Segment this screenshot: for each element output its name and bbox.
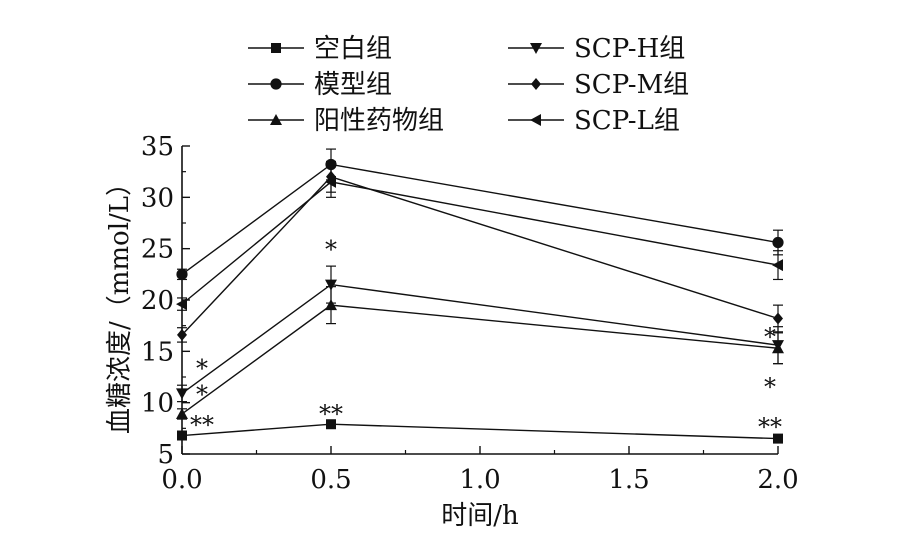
legend-marker xyxy=(531,78,541,90)
legend-marker xyxy=(530,43,542,54)
significance-label: * xyxy=(764,323,776,351)
legend-label: SCP-H组 xyxy=(574,34,685,64)
legend-marker xyxy=(530,114,541,126)
series-5 xyxy=(176,165,783,311)
series-3 xyxy=(176,265,784,403)
y-tick-label: 35 xyxy=(141,132,174,162)
x-tick-label: 0.5 xyxy=(310,465,351,495)
data-point xyxy=(325,279,337,291)
data-point xyxy=(772,259,783,272)
y-axis-label: 血糖浓度/（mmol/L） xyxy=(105,170,135,434)
legend-label: 阳性药物组 xyxy=(314,106,444,136)
data-point xyxy=(176,298,187,311)
series-line xyxy=(181,423,779,440)
legend-item: 空白组 xyxy=(248,34,392,64)
legend-label: 模型组 xyxy=(314,70,392,100)
x-tick-label: 0.0 xyxy=(161,465,202,495)
x-tick-label: 1.5 xyxy=(608,465,649,495)
significance-label: * xyxy=(764,373,776,401)
series-line xyxy=(181,304,779,415)
x-tick-label: 2.0 xyxy=(757,465,798,495)
significance-label: * xyxy=(325,236,337,264)
series-line xyxy=(181,175,779,336)
series-line xyxy=(181,181,779,305)
data-point xyxy=(772,236,784,249)
data-point xyxy=(326,419,336,430)
data-point xyxy=(177,430,187,441)
legend-label: SCP-L组 xyxy=(574,106,680,136)
significance-label: ** xyxy=(758,413,782,441)
significance-label: * xyxy=(196,355,208,383)
y-tick-label: 25 xyxy=(141,235,174,265)
x-axis-label: 时间/h xyxy=(441,501,519,529)
legend-item: SCP-M组 xyxy=(508,70,689,100)
legend-marker xyxy=(270,78,282,90)
significance-label: ** xyxy=(319,400,343,428)
data-point xyxy=(772,340,784,352)
legend-item: 阳性药物组 xyxy=(248,106,444,136)
legend-marker xyxy=(270,114,282,125)
series-2 xyxy=(176,286,784,420)
x-tick-label: 1.0 xyxy=(459,465,500,495)
y-tick-label: 5 xyxy=(157,440,174,470)
legend-label: SCP-M组 xyxy=(574,70,689,100)
legend-label: 空白组 xyxy=(314,34,392,64)
legend-item: SCP-L组 xyxy=(508,106,680,136)
data-point xyxy=(176,407,188,419)
y-tick-label: 20 xyxy=(141,286,174,316)
data-point xyxy=(325,299,337,311)
legend-item: 模型组 xyxy=(248,70,392,100)
significance-label: ** xyxy=(190,411,214,439)
legend-marker xyxy=(271,43,281,53)
data-point xyxy=(773,433,783,444)
significance-label: * xyxy=(196,380,208,408)
series-4 xyxy=(177,160,783,343)
data-point xyxy=(325,175,336,188)
series-0 xyxy=(177,419,783,444)
data-point xyxy=(177,328,187,341)
series-line xyxy=(181,163,779,275)
y-tick-label: 10 xyxy=(141,389,174,419)
series-1 xyxy=(176,148,784,281)
data-point xyxy=(176,268,188,280)
data-point xyxy=(773,312,783,325)
legend-item: SCP-H组 xyxy=(508,34,685,64)
data-point xyxy=(176,388,188,400)
y-tick-label: 15 xyxy=(141,337,174,367)
y-tick-label: 30 xyxy=(141,183,174,213)
